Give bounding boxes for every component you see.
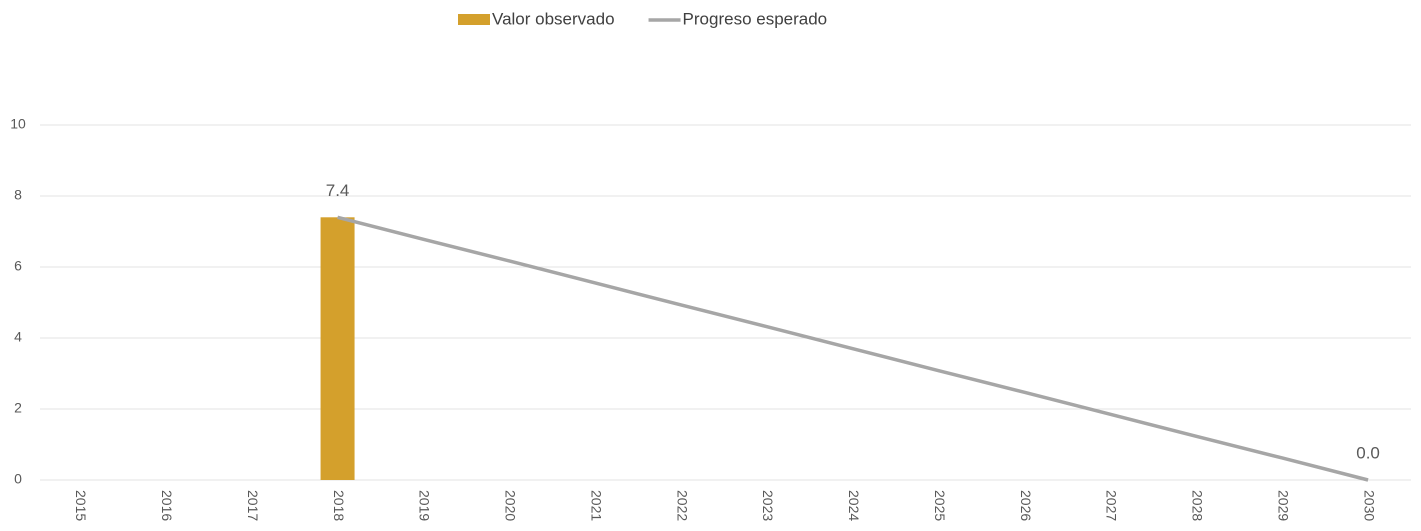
x-tick-label: 2028 (1190, 490, 1206, 521)
y-tick-label: 6 (14, 258, 22, 274)
x-tick-label: 2027 (1104, 490, 1120, 521)
x-tick-label: 2029 (1275, 490, 1291, 521)
x-tick-label: 2023 (760, 490, 776, 521)
x-tick-label: 2019 (417, 490, 433, 521)
y-tick-label: 2 (14, 400, 22, 416)
x-tick-label: 2022 (674, 490, 690, 521)
bar (320, 217, 355, 481)
x-tick-label: 2020 (503, 490, 519, 521)
y-tick-label: 0 (14, 471, 22, 487)
legend-swatch (458, 14, 490, 25)
legend-label: Progreso esperado (683, 9, 828, 28)
x-tick-label: 2015 (73, 490, 89, 521)
x-tick-label: 2030 (1361, 490, 1377, 521)
x-tick-label: 2026 (1018, 490, 1034, 521)
x-tick-label: 2024 (846, 490, 862, 521)
data-label: 7.4 (326, 181, 350, 200)
y-tick-label: 10 (10, 116, 26, 132)
x-tick-label: 2016 (159, 490, 175, 521)
y-tick-label: 8 (14, 187, 22, 203)
line (337, 215, 1369, 482)
x-tick-label: 2018 (331, 490, 347, 521)
x-tick-label: 2017 (245, 490, 261, 521)
legend-label: Valor observado (492, 9, 615, 28)
x-tick-label: 2025 (932, 490, 948, 521)
y-tick-label: 4 (14, 329, 22, 345)
data-label: 0.0 (1356, 443, 1380, 462)
x-tick-label: 2021 (588, 490, 604, 521)
